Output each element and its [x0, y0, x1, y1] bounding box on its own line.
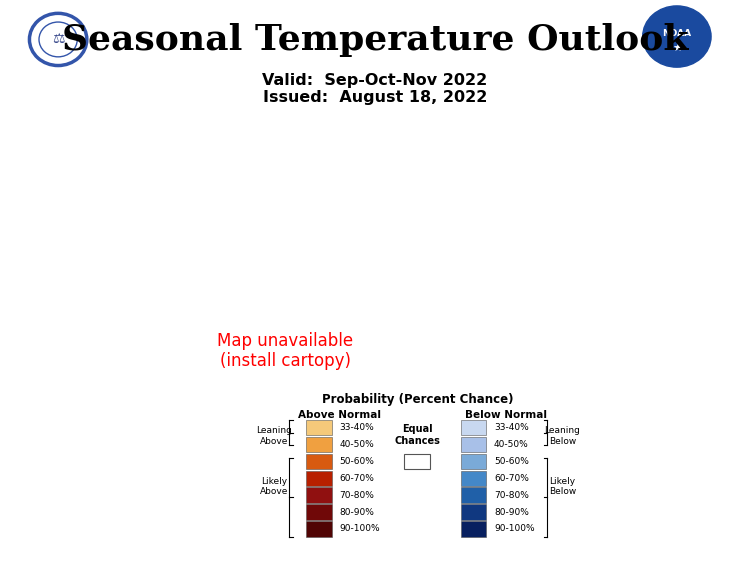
Text: 90-100%: 90-100%: [339, 524, 380, 534]
Text: ★: ★: [672, 44, 682, 55]
Text: 33-40%: 33-40%: [339, 423, 374, 432]
Text: Likely
Below: Likely Below: [549, 477, 576, 496]
Text: 40-50%: 40-50%: [494, 440, 529, 449]
Text: Map unavailable
(install cartopy): Map unavailable (install cartopy): [217, 332, 353, 370]
FancyBboxPatch shape: [460, 437, 487, 452]
FancyBboxPatch shape: [306, 505, 332, 520]
Text: 50-60%: 50-60%: [339, 457, 374, 466]
Text: 70-80%: 70-80%: [494, 491, 529, 499]
FancyBboxPatch shape: [460, 505, 487, 520]
FancyBboxPatch shape: [460, 454, 487, 469]
FancyBboxPatch shape: [460, 420, 487, 435]
Text: Seasonal Temperature Outlook: Seasonal Temperature Outlook: [62, 23, 689, 57]
FancyBboxPatch shape: [460, 521, 487, 536]
Text: Above Normal: Above Normal: [298, 410, 381, 420]
Text: 60-70%: 60-70%: [494, 474, 529, 483]
Text: Probability (Percent Chance): Probability (Percent Chance): [322, 393, 514, 406]
Text: Leaning
Below: Leaning Below: [544, 426, 580, 445]
FancyBboxPatch shape: [460, 470, 487, 486]
Text: 33-40%: 33-40%: [494, 423, 529, 432]
Text: 90-100%: 90-100%: [494, 524, 535, 534]
FancyBboxPatch shape: [404, 454, 430, 469]
Text: Leaning
Above: Leaning Above: [256, 426, 292, 445]
FancyBboxPatch shape: [306, 454, 332, 469]
Text: ⚖: ⚖: [52, 32, 64, 46]
FancyBboxPatch shape: [306, 488, 332, 503]
Text: 70-80%: 70-80%: [339, 491, 374, 499]
Text: 40-50%: 40-50%: [339, 440, 374, 449]
FancyBboxPatch shape: [306, 437, 332, 452]
Text: Issued:  August 18, 2022: Issued: August 18, 2022: [262, 90, 488, 105]
FancyBboxPatch shape: [460, 488, 487, 503]
FancyBboxPatch shape: [306, 521, 332, 536]
Text: Likely
Above: Likely Above: [260, 477, 288, 496]
Text: 80-90%: 80-90%: [494, 508, 529, 517]
Text: NOAA: NOAA: [662, 29, 692, 38]
Circle shape: [643, 6, 711, 67]
Text: 80-90%: 80-90%: [339, 508, 374, 517]
FancyBboxPatch shape: [306, 420, 332, 435]
Text: Below Normal: Below Normal: [465, 410, 548, 420]
Text: 60-70%: 60-70%: [339, 474, 374, 483]
Text: Valid:  Sep-Oct-Nov 2022: Valid: Sep-Oct-Nov 2022: [262, 72, 488, 88]
Text: Equal
Chances: Equal Chances: [394, 425, 440, 446]
FancyBboxPatch shape: [306, 470, 332, 486]
Text: 50-60%: 50-60%: [494, 457, 529, 466]
